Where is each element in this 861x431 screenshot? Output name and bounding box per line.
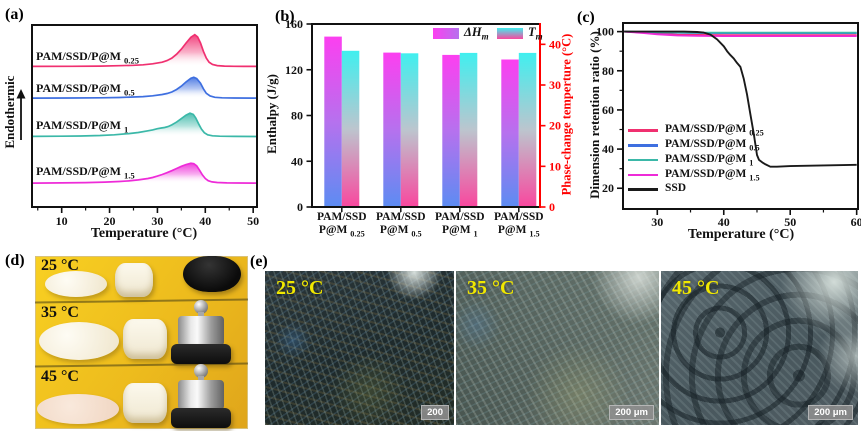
c-legend-entry-SSD: SSD (628, 182, 686, 196)
c-legend-line (628, 158, 658, 162)
c-y-axis-title: Dimension retention ratio (%) (587, 31, 602, 199)
retention-line-1.5 (624, 30, 857, 37)
bar-Tm-3 (518, 52, 537, 208)
weight-base (171, 408, 231, 428)
c-legend-entry-0.5: PAM/SSD/P@M 0.5 (628, 138, 760, 153)
scale-bar-45c: 200 μm (808, 405, 853, 420)
photo-row-label-35c: 35 °C (41, 304, 79, 321)
photo-panel: 25 °C 35 °C 45 °C (34, 256, 249, 429)
curve-label-1: PAM/SSD/P@M 1 (36, 118, 129, 135)
a-x-axis-title: Temperature (°C) (90, 226, 198, 241)
legend-label-dHm-base: ΔH (464, 25, 482, 39)
composite-cylinder-45c (123, 383, 167, 423)
bar-dHm-2 (442, 54, 460, 208)
weight-body (178, 380, 224, 410)
legend-label-dHm: ΔHm (464, 25, 489, 42)
c-legend-entry-1: PAM/SSD/P@M 1 (628, 153, 753, 167)
bar-dHm-3 (501, 59, 519, 207)
weight-knob (194, 300, 208, 314)
retention-line-0.25 (624, 30, 857, 36)
weight-knob (194, 364, 208, 378)
c-y-tick-label: 20 (602, 181, 614, 195)
curve-label-1.5: PAM/SSD/P@M 1.5 (36, 164, 135, 181)
panel-label-a: (a) (5, 6, 24, 23)
weight-body (178, 316, 224, 346)
curve-label-0.5: PAM/SSD/P@M 0.5 (36, 81, 135, 98)
c-legend-line (628, 188, 658, 191)
bar-category-label-1.5: PAM/SSD P@M 1.5 (493, 211, 544, 239)
legend-swatch-dHm (433, 27, 459, 39)
ssd-disc-35c (39, 322, 119, 360)
c-y-tick-label: 40 (602, 142, 614, 156)
legend-entry-Tm: Tm (497, 25, 543, 42)
ssd-disc-melted-45c (37, 394, 119, 424)
micrograph-35c: 35 °C 200 μm (456, 271, 659, 425)
micrograph-label-25c: 25 °C (276, 277, 324, 299)
legend-label-Tm-sub: m (535, 31, 543, 42)
panel-b-plot-box (311, 23, 541, 208)
a-x-tick-label: 50 (247, 214, 259, 228)
b-right-axis-title: Phase-change temperture (°C) (559, 33, 574, 196)
weight-25c (183, 256, 241, 292)
c-legend-line (628, 144, 658, 147)
bar-Tm-0 (341, 50, 360, 207)
b-left-axis-title: Enthalpy (J/g) (264, 74, 279, 154)
c-x-axis-title: Temperature (°C) (687, 227, 795, 242)
composite-cylinder-25c (115, 263, 153, 297)
retention-line-0.5 (624, 30, 857, 35)
composite-cylinder-35c (123, 319, 167, 359)
legend-label-Tm: Tm (528, 25, 543, 42)
c-x-tick-label: 60 (851, 215, 861, 229)
photo-row-label-45c: 45 °C (41, 368, 79, 385)
c-legend-line (628, 129, 658, 132)
b-left-tick-label: 80 (291, 109, 303, 123)
retention-line-1 (624, 30, 857, 34)
scale-bar-25c: 200 (421, 405, 449, 420)
legend-label-dHm-sub: m (481, 31, 489, 42)
micrograph-panel: 25 °C 200 35 °C 200 μm 45 °C 200 μm (265, 271, 858, 425)
panel-label-b: (b) (275, 8, 295, 25)
a-y-axis-title: Endothermic (2, 75, 17, 149)
bar-Tm-1 (400, 53, 419, 207)
b-left-tick-label: 40 (291, 154, 303, 168)
bar-dHm-1 (383, 52, 401, 207)
curve-label-0.25: PAM/SSD/P@M 0.25 (36, 49, 140, 66)
panel-label-d: (d) (5, 252, 25, 269)
photo-row-label-25c: 25 °C (41, 257, 79, 274)
bar-category-label-0.5: PAM/SSD P@M 0.5 (375, 211, 426, 239)
micrograph-25c: 25 °C 200 (265, 271, 454, 425)
c-legend-line (628, 173, 658, 177)
b-left-tick-label: 120 (285, 63, 303, 77)
weight-base (171, 344, 231, 364)
panel-label-e: (e) (250, 253, 268, 270)
bar-category-label-0.25: PAM/SSD P@M 0.25 (316, 211, 367, 239)
micrograph-label-35c: 35 °C (467, 277, 515, 299)
micrograph-45c: 45 °C 200 μm (661, 271, 858, 425)
legend-entry-dHm: ΔHm (433, 25, 489, 42)
scale-bar-35c: 200 μm (609, 405, 654, 420)
bar-dHm-0 (324, 36, 342, 207)
c-legend-entry-1.5: PAM/SSD/P@M 1.5 (628, 168, 760, 182)
weight-neck (198, 376, 204, 381)
weight-neck (198, 312, 204, 317)
bar-category-label-1: PAM/SSD P@M 1 (434, 211, 485, 239)
legend-swatch-Tm (497, 27, 523, 39)
c-y-tick-label: 80 (602, 64, 614, 78)
legend-label-Tm-base: T (528, 25, 536, 39)
micrograph-label-45c: 45 °C (672, 277, 720, 299)
c-legend-entry-0.25: PAM/SSD/P@M 0.25 (628, 123, 764, 138)
c-y-tick-label: 60 (602, 103, 614, 117)
ssd-disc-25c (45, 271, 107, 297)
weight-45c (171, 364, 231, 428)
panel-label-c: (c) (577, 9, 595, 26)
weight-35c (171, 300, 231, 364)
bar-Tm-2 (459, 52, 478, 208)
